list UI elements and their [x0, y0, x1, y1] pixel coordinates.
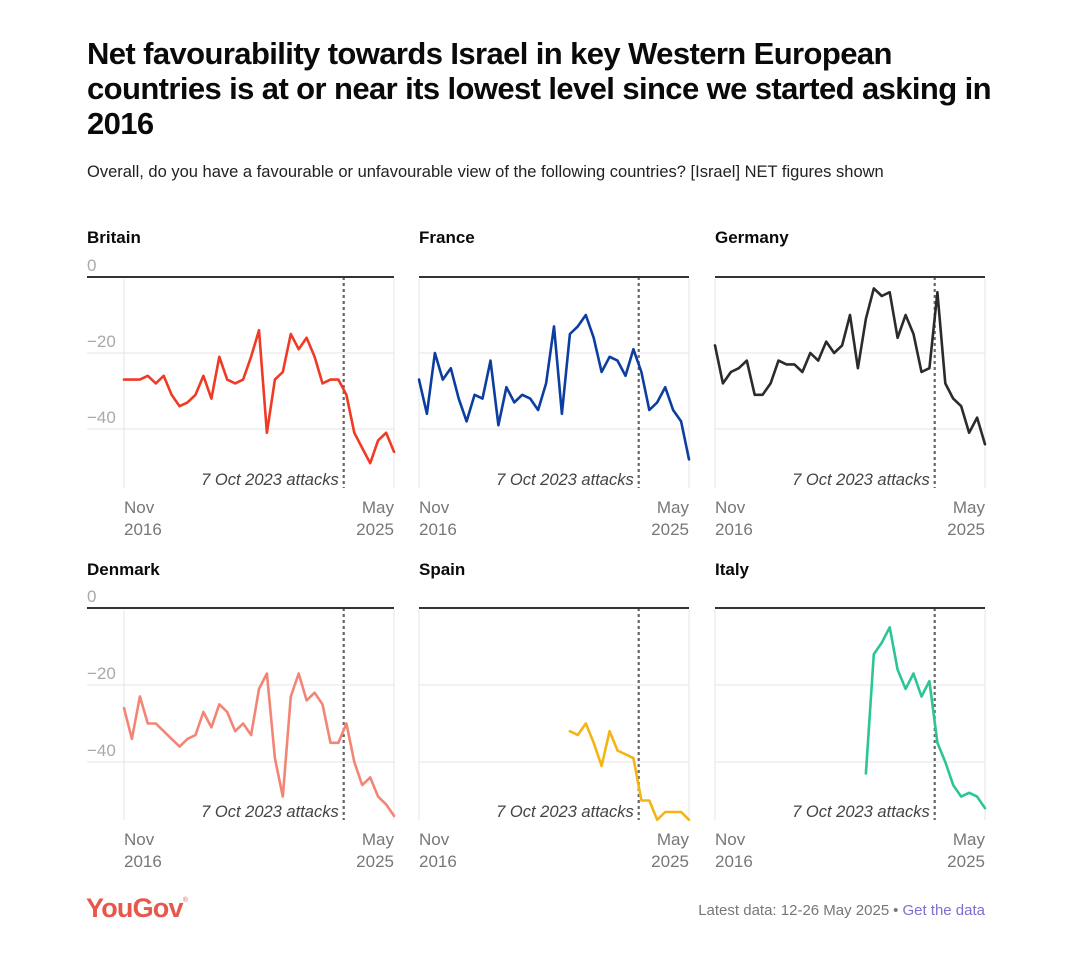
x-tick-label-start: Nov	[124, 498, 155, 517]
annotation-label: 7 Oct 2023 attacks	[201, 471, 339, 489]
x-tick-label-end: May	[953, 498, 986, 517]
x-tick-label-start: 2016	[715, 852, 753, 871]
y-tick-label: 0	[87, 256, 96, 275]
x-tick-label-end: May	[362, 830, 395, 849]
y-tick-label: −40	[87, 408, 116, 427]
separator-dot: •	[893, 902, 899, 919]
yougov-logo[interactable]: YouGov®	[86, 893, 188, 924]
x-tick-label-start: Nov	[124, 830, 155, 849]
x-tick-label-start: 2016	[419, 852, 457, 871]
x-tick-label-end: 2025	[356, 852, 394, 871]
panel-title-denmark: Denmark	[87, 560, 160, 579]
panel-title-spain: Spain	[419, 560, 465, 579]
x-tick-label-start: 2016	[124, 852, 162, 871]
series-line-britain	[122, 328, 396, 465]
x-tick-label-end: May	[953, 830, 986, 849]
x-tick-label-start: Nov	[715, 498, 746, 517]
series-line-germany	[713, 287, 987, 446]
series-line-spain	[568, 722, 691, 822]
y-tick-label: −20	[87, 332, 116, 351]
annotation-label: 7 Oct 2023 attacks	[792, 471, 930, 489]
annotation-label: 7 Oct 2023 attacks	[201, 803, 339, 821]
x-tick-label-start: 2016	[124, 520, 162, 539]
chart-title: Net favourability towards Israel in key …	[87, 36, 992, 141]
x-tick-label-end: 2025	[651, 852, 689, 871]
x-tick-label-start: 2016	[419, 520, 457, 539]
panel-title-germany: Germany	[715, 228, 789, 247]
x-tick-label-end: May	[657, 830, 690, 849]
x-tick-label-end: 2025	[947, 852, 985, 871]
y-tick-label: −20	[87, 664, 116, 683]
x-tick-label-start: Nov	[715, 830, 746, 849]
annotation-label: 7 Oct 2023 attacks	[792, 803, 930, 821]
annotation-label: 7 Oct 2023 attacks	[496, 803, 634, 821]
x-tick-label-start: 2016	[715, 520, 753, 539]
series-line-denmark	[122, 672, 396, 818]
panel-title-britain: Britain	[87, 228, 141, 247]
registered-mark: ®	[182, 897, 188, 904]
x-tick-label-end: 2025	[356, 520, 394, 539]
x-tick-label-end: May	[362, 498, 395, 517]
series-line-france	[417, 313, 691, 461]
x-tick-label-end: May	[657, 498, 690, 517]
panel-title-italy: Italy	[715, 560, 750, 579]
y-tick-label: −40	[87, 741, 116, 760]
chart-subtitle: Overall, do you have a favourable or unf…	[87, 163, 884, 181]
x-tick-label-end: 2025	[947, 520, 985, 539]
x-tick-label-start: Nov	[419, 830, 450, 849]
logo-text: YouGov	[86, 893, 184, 923]
annotation-label: 7 Oct 2023 attacks	[496, 471, 634, 489]
get-the-data-link[interactable]: Get the data	[902, 902, 985, 919]
x-tick-label-start: Nov	[419, 498, 450, 517]
footer-source: Latest data: 12-26 May 2025 • Get the data	[698, 902, 985, 919]
series-line-italy	[864, 625, 987, 810]
panel-title-france: France	[419, 228, 475, 247]
x-tick-label-end: 2025	[651, 520, 689, 539]
latest-data-text: Latest data: 12-26 May 2025	[698, 902, 890, 919]
y-tick-label: 0	[87, 587, 96, 606]
